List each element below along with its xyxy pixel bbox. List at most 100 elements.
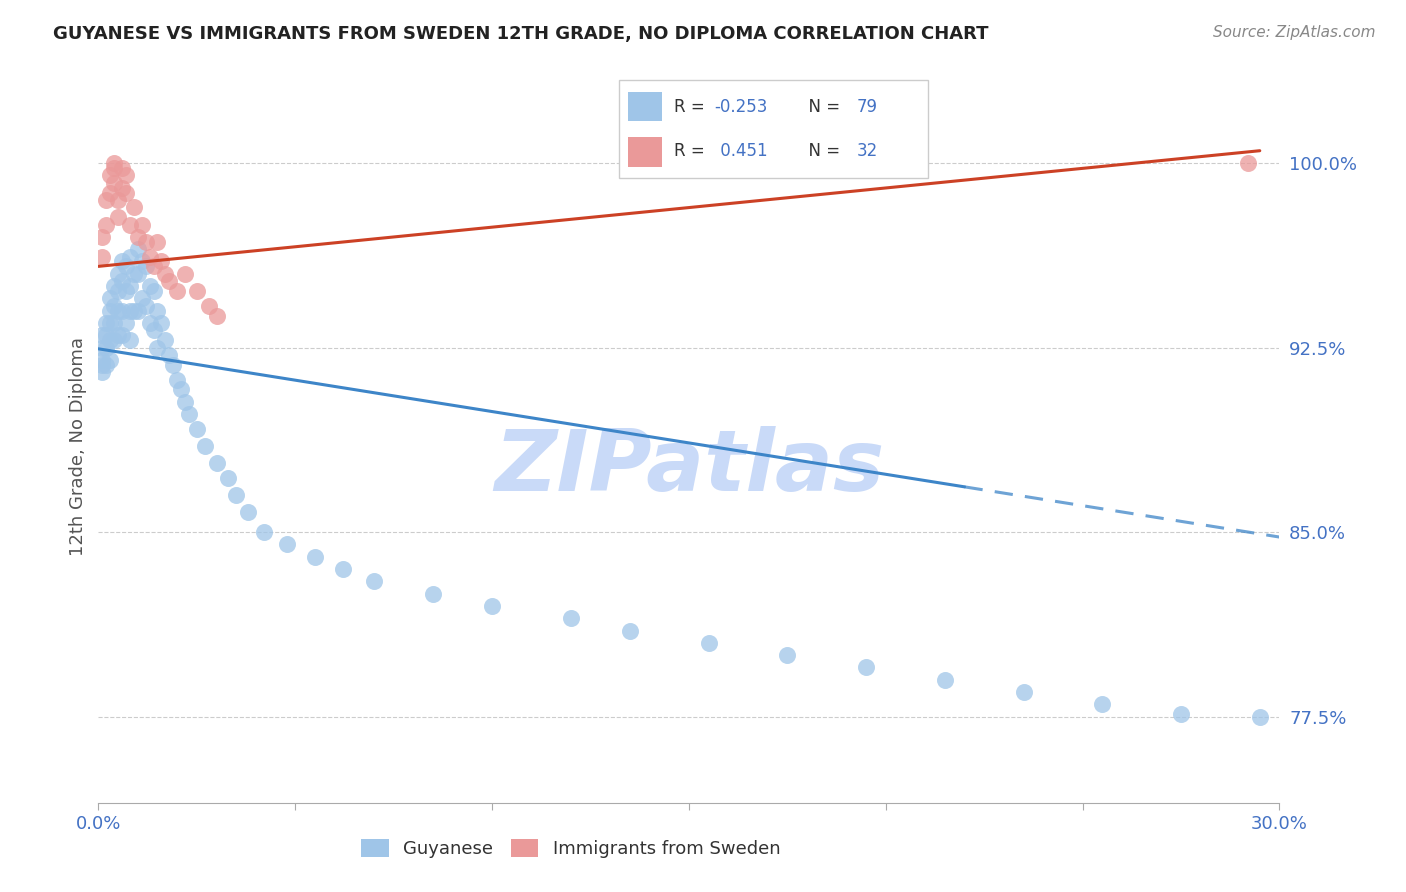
Point	[91, 352, 114, 367]
Point	[98, 291, 121, 305]
Point	[115, 260, 138, 274]
Point	[131, 218, 153, 232]
Point	[150, 316, 173, 330]
Point	[107, 267, 129, 281]
Point	[111, 274, 134, 288]
Point	[103, 156, 125, 170]
Point	[111, 161, 134, 175]
Point	[107, 193, 129, 207]
Legend: Guyanese, Immigrants from Sweden: Guyanese, Immigrants from Sweden	[354, 831, 787, 865]
Point	[855, 660, 877, 674]
Point	[560, 611, 582, 625]
Point	[186, 422, 208, 436]
Point	[115, 186, 138, 200]
Point	[194, 439, 217, 453]
Point	[103, 333, 125, 347]
Point	[142, 323, 165, 337]
Text: 79: 79	[856, 98, 877, 116]
Point	[103, 279, 125, 293]
Point	[91, 328, 114, 343]
Point	[697, 636, 720, 650]
Point	[776, 648, 799, 662]
Point	[155, 333, 177, 347]
Point	[96, 193, 118, 207]
Point	[1012, 685, 1035, 699]
Point	[91, 365, 114, 379]
Point	[332, 562, 354, 576]
Point	[103, 176, 125, 190]
Point	[135, 260, 157, 274]
Point	[107, 303, 129, 318]
Point	[135, 235, 157, 249]
Point	[122, 200, 145, 214]
Point	[111, 180, 134, 194]
Point	[98, 316, 121, 330]
Point	[111, 328, 134, 343]
Point	[96, 218, 118, 232]
Point	[205, 309, 228, 323]
Point	[166, 373, 188, 387]
Point	[91, 358, 114, 372]
Text: GUYANESE VS IMMIGRANTS FROM SWEDEN 12TH GRADE, NO DIPLOMA CORRELATION CHART: GUYANESE VS IMMIGRANTS FROM SWEDEN 12TH …	[53, 25, 988, 43]
Point	[111, 254, 134, 268]
Point	[127, 230, 149, 244]
Point	[98, 352, 121, 367]
Point	[98, 333, 121, 347]
Point	[142, 284, 165, 298]
Point	[157, 274, 180, 288]
Point	[174, 394, 197, 409]
Point	[118, 303, 141, 318]
Point	[155, 267, 177, 281]
Point	[135, 299, 157, 313]
Point	[934, 673, 956, 687]
Point	[131, 291, 153, 305]
Y-axis label: 12th Grade, No Diploma: 12th Grade, No Diploma	[69, 336, 87, 556]
Point	[91, 230, 114, 244]
Point	[619, 624, 641, 638]
Point	[107, 328, 129, 343]
Point	[170, 383, 193, 397]
Text: ZIPatlas: ZIPatlas	[494, 425, 884, 509]
Point	[276, 537, 298, 551]
Point	[111, 303, 134, 318]
Point	[98, 186, 121, 200]
Point	[122, 303, 145, 318]
Point	[118, 279, 141, 293]
Point	[1091, 698, 1114, 712]
Text: Source: ZipAtlas.com: Source: ZipAtlas.com	[1212, 25, 1375, 40]
Point	[96, 316, 118, 330]
Point	[127, 267, 149, 281]
Text: -0.253: -0.253	[714, 98, 768, 116]
Point	[146, 235, 169, 249]
Point	[91, 341, 114, 355]
Point	[225, 488, 247, 502]
FancyBboxPatch shape	[628, 92, 662, 121]
Point	[107, 284, 129, 298]
Text: N =: N =	[799, 142, 845, 160]
Point	[422, 587, 444, 601]
Point	[166, 284, 188, 298]
Point	[253, 525, 276, 540]
Point	[127, 303, 149, 318]
Point	[115, 316, 138, 330]
Point	[1249, 709, 1271, 723]
Point	[150, 254, 173, 268]
Point	[138, 316, 160, 330]
Text: 0.451: 0.451	[714, 142, 768, 160]
Point	[481, 599, 503, 613]
Point	[103, 316, 125, 330]
Point	[174, 267, 197, 281]
Point	[138, 250, 160, 264]
Point	[118, 250, 141, 264]
Point	[91, 250, 114, 264]
Point	[217, 471, 239, 485]
Point	[103, 299, 125, 313]
Point	[205, 456, 228, 470]
Point	[197, 299, 219, 313]
FancyBboxPatch shape	[619, 80, 928, 178]
Point	[1237, 156, 1260, 170]
Point	[96, 358, 118, 372]
Point	[96, 328, 118, 343]
Point	[146, 341, 169, 355]
Point	[146, 303, 169, 318]
